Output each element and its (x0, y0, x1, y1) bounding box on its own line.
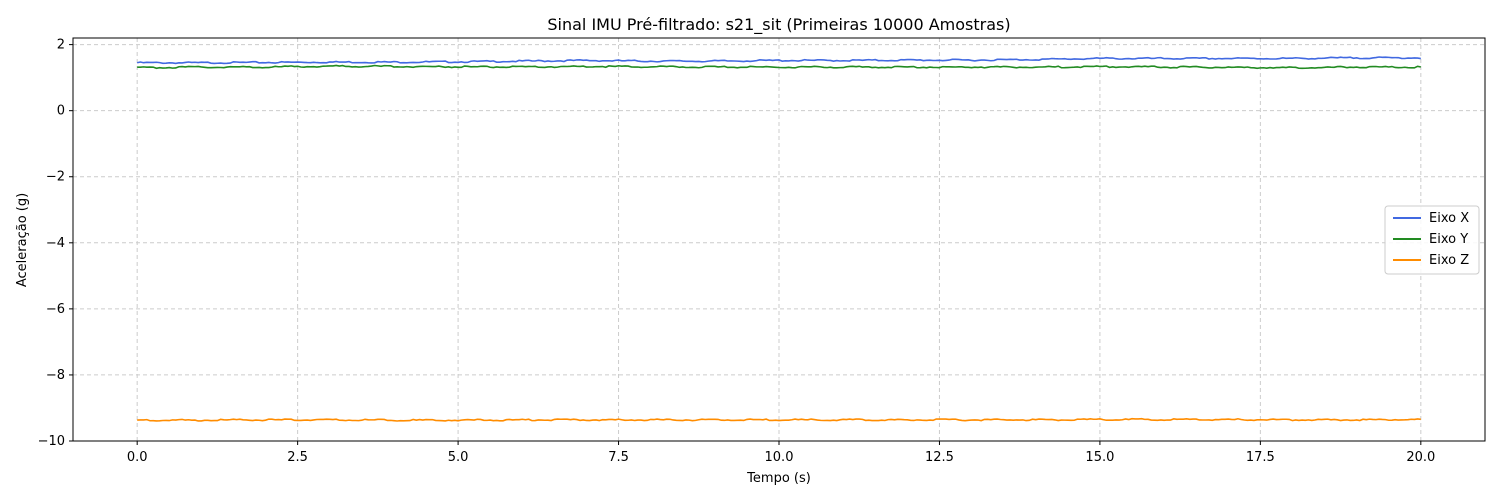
y-axis-ticks: 2 0 −2 −4 −6 −8 −10 (38, 38, 73, 449)
series-line-2 (137, 64, 1421, 70)
x-axis-ticks: 0.0 2.5 5.0 7.5 10.0 12.5 15.0 17.5 20.0 (127, 441, 1435, 465)
legend-label: Eixo Z (1429, 253, 1469, 268)
y-tick-label: −8 (46, 368, 65, 383)
grid-lines (73, 38, 1485, 442)
x-tick-label: 2.5 (287, 450, 308, 465)
x-tick-label: 20.0 (1406, 450, 1435, 465)
y-tick-label: −4 (46, 236, 65, 251)
x-tick-label: 17.5 (1246, 450, 1275, 465)
y-tick-label: −2 (46, 170, 65, 185)
x-tick-label: 5.0 (448, 450, 469, 465)
series-line-1 (136, 56, 1421, 65)
legend-label: Eixo X (1429, 211, 1469, 226)
legend-box (1384, 205, 1480, 275)
legend: Eixo X Eixo Y Eixo Z (1384, 205, 1480, 275)
x-tick-label: 7.5 (608, 450, 629, 465)
legend-label: Eixo Y (1429, 232, 1468, 247)
y-tick-label: −10 (38, 434, 65, 449)
x-axis-label: Tempo (s) (746, 471, 811, 486)
x-tick-label: 0.0 (127, 450, 148, 465)
series-lines (136, 56, 1421, 422)
x-tick-label: 15.0 (1085, 450, 1114, 465)
x-tick-label: 12.5 (925, 450, 954, 465)
y-axis-label: Aceleração (g) (15, 193, 30, 287)
chart-title: Sinal IMU Pré-filtrado: s21_sit (Primeir… (547, 15, 1010, 35)
y-tick-label: −6 (46, 302, 65, 317)
plot-frame (72, 37, 1486, 442)
x-tick-label: 10.0 (765, 450, 794, 465)
y-tick-label: 2 (57, 38, 65, 53)
y-tick-label: 0 (57, 104, 65, 119)
series-line-3 (137, 417, 1421, 422)
